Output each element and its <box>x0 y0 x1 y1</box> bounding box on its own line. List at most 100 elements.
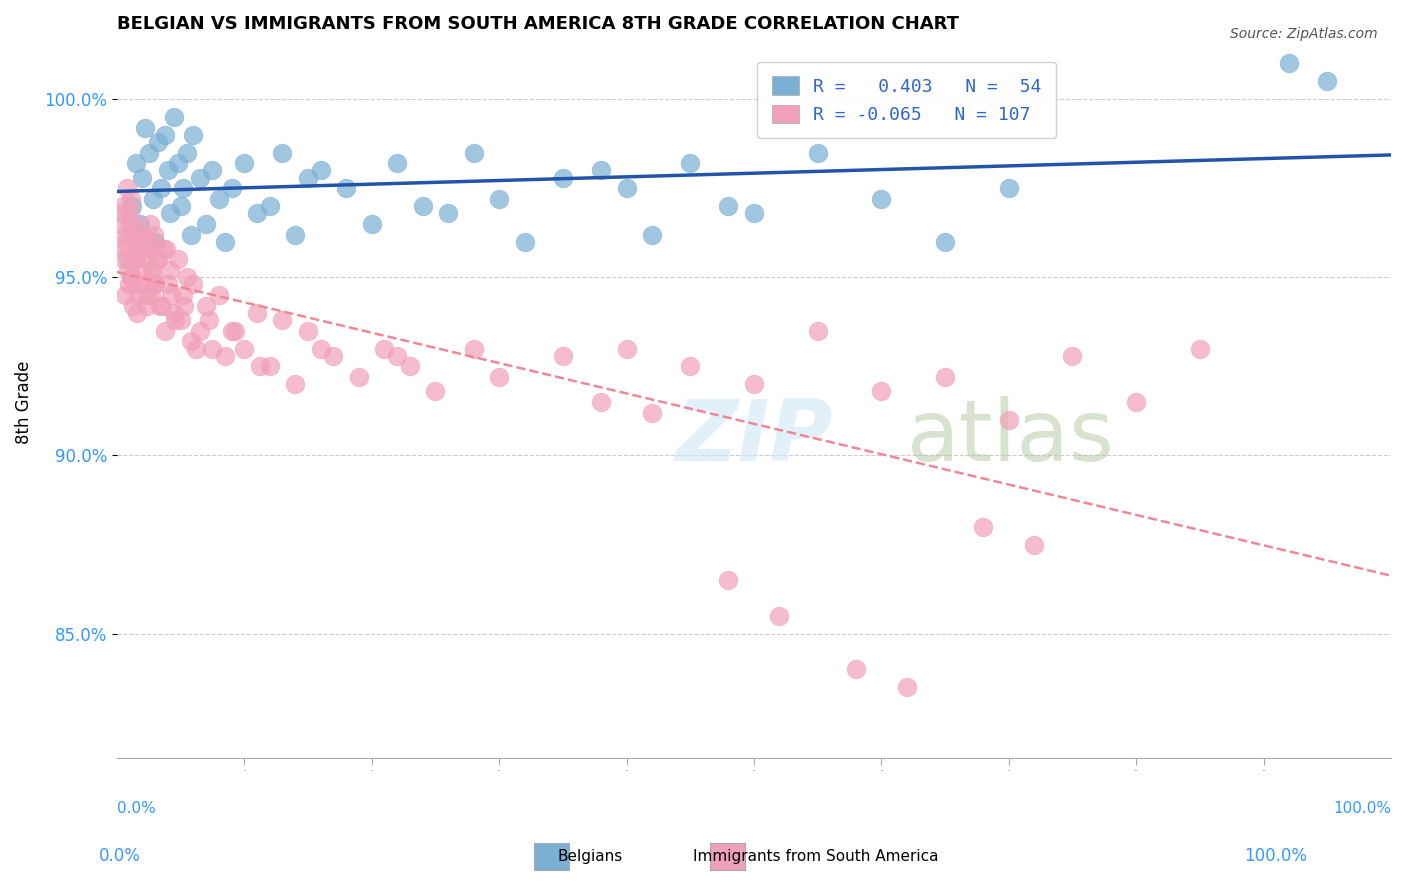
Point <box>134 235 156 249</box>
Legend: R =   0.403   N =  54, R = -0.065   N = 107: R = 0.403 N = 54, R = -0.065 N = 107 <box>758 62 1056 138</box>
Point <box>115 181 138 195</box>
Point <box>114 288 136 302</box>
Point <box>742 377 765 392</box>
Point <box>117 252 139 267</box>
Point <box>139 217 162 231</box>
Point <box>167 156 190 170</box>
Point <box>135 288 157 302</box>
Point <box>373 342 395 356</box>
Point <box>208 192 231 206</box>
Point <box>155 324 177 338</box>
Point <box>115 235 138 249</box>
Point <box>309 163 332 178</box>
Point <box>188 324 211 338</box>
Point <box>934 235 956 249</box>
Point <box>146 252 169 267</box>
Point <box>143 277 166 292</box>
Point <box>146 135 169 149</box>
Point <box>385 156 408 170</box>
Point <box>129 227 152 242</box>
Point <box>870 192 893 206</box>
Point <box>160 288 183 302</box>
Point <box>114 242 136 256</box>
Text: Belgians: Belgians <box>558 849 623 863</box>
Point <box>297 324 319 338</box>
Point <box>134 242 156 256</box>
Point <box>121 270 143 285</box>
Point <box>138 242 160 256</box>
Text: 0.0%: 0.0% <box>98 847 141 865</box>
Point <box>934 370 956 384</box>
Point <box>127 235 149 249</box>
Point <box>135 252 157 267</box>
Point <box>385 349 408 363</box>
Point <box>125 306 148 320</box>
Point <box>143 235 166 249</box>
Point <box>111 206 134 220</box>
Point <box>297 170 319 185</box>
Point <box>169 313 191 327</box>
Point <box>121 270 143 285</box>
Point <box>1024 537 1046 551</box>
Point <box>169 199 191 213</box>
Point <box>224 324 246 338</box>
Text: Immigrants from South America: Immigrants from South America <box>693 849 938 863</box>
Point <box>117 263 139 277</box>
Point <box>1062 349 1084 363</box>
Point <box>551 170 574 185</box>
Point <box>412 199 434 213</box>
Point <box>845 662 868 676</box>
Point <box>142 227 165 242</box>
Point <box>150 299 173 313</box>
Point <box>172 181 194 195</box>
Point <box>997 413 1019 427</box>
Point <box>896 680 918 694</box>
Point <box>128 242 150 256</box>
Point <box>131 263 153 277</box>
Point <box>589 163 612 178</box>
Point <box>742 206 765 220</box>
Point <box>134 120 156 135</box>
Point <box>195 217 218 231</box>
Point <box>118 277 141 292</box>
Point <box>463 145 485 160</box>
Point <box>641 227 664 242</box>
Point <box>347 370 370 384</box>
Point <box>176 270 198 285</box>
Point <box>246 206 269 220</box>
Point <box>110 217 132 231</box>
Point <box>128 217 150 231</box>
Text: ZIP: ZIP <box>675 396 832 479</box>
Point <box>159 263 181 277</box>
Point <box>807 324 830 338</box>
Point <box>143 277 166 292</box>
Point <box>360 217 382 231</box>
Point <box>322 349 344 363</box>
Point <box>679 156 702 170</box>
Point <box>198 313 221 327</box>
Point <box>616 181 638 195</box>
Text: atlas: atlas <box>907 396 1115 479</box>
Point <box>425 384 447 399</box>
Point <box>246 306 269 320</box>
Point <box>463 342 485 356</box>
Point <box>513 235 536 249</box>
Point <box>717 199 740 213</box>
Point <box>156 163 179 178</box>
Point <box>152 242 174 256</box>
Point <box>136 299 159 313</box>
Point <box>589 395 612 409</box>
Point <box>271 313 294 327</box>
Point <box>1278 56 1301 70</box>
Point <box>112 252 135 267</box>
Point <box>271 145 294 160</box>
Point <box>173 299 195 313</box>
Point <box>249 359 271 374</box>
Point <box>997 181 1019 195</box>
Point <box>1188 342 1211 356</box>
Point <box>141 192 163 206</box>
Text: 0.0%: 0.0% <box>117 801 156 816</box>
Point <box>214 235 236 249</box>
Point <box>201 342 224 356</box>
Text: 100.0%: 100.0% <box>1333 801 1391 816</box>
